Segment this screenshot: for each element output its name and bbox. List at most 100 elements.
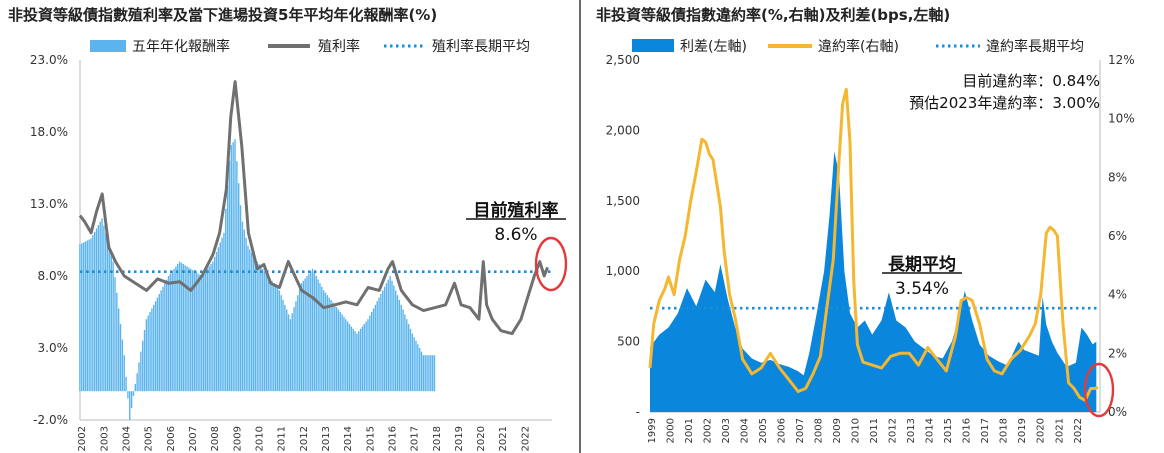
chart2-x-tick-label: 2003 (721, 418, 732, 443)
legend-label-yield: 殖利率 (318, 38, 360, 55)
return-bar (302, 280, 305, 392)
chart1-x-tick-label: 2011 (277, 426, 288, 451)
return-bar (274, 285, 277, 392)
chart1-x-tick-label: 2010 (254, 426, 265, 451)
chart1-x-tick-label: 2002 (77, 426, 88, 451)
chart2-x-tick-label: 2004 (739, 418, 750, 443)
return-bar (138, 362, 140, 392)
return-bar (278, 290, 281, 392)
chart2-y-ticks: 2,500 2,000 1,500 1,000 500 - 12% 10% 8% 6% 4% 2% 0% (606, 53, 1135, 419)
return-bar (249, 249, 251, 392)
default-rate-line (648, 87, 1099, 402)
chart1-y-tick-label: 8.0% (38, 269, 69, 283)
return-bar (103, 225, 105, 392)
return-bar (136, 373, 138, 392)
return-bar (79, 244, 81, 392)
chart2-left-tick-label: 2,500 (606, 53, 640, 67)
return-bar (350, 326, 353, 392)
chart2-x-tick-label: 2021 (1054, 418, 1065, 443)
return-bar (293, 307, 295, 392)
chart2-right-tick-label: 2% (1108, 346, 1127, 360)
return-bar (256, 261, 258, 392)
panel-divider (579, 0, 581, 453)
return-bar (431, 355, 434, 392)
chart1-y-tick-label: -2.0% (33, 413, 68, 427)
return-bar (99, 221, 101, 392)
chart2-right-tick-label: 10% (1108, 112, 1135, 126)
return-bar (286, 309, 288, 392)
return-bar (359, 328, 362, 392)
return-bar (311, 268, 314, 392)
chart2-x-tick-label: 2005 (758, 418, 769, 443)
chart1-x-tick-label: 2003 (99, 426, 110, 451)
chart1-x-tick-label: 2017 (410, 426, 421, 451)
return-bar (374, 304, 377, 392)
return-bar (385, 283, 388, 392)
return-bar (430, 355, 432, 392)
return-bar (354, 331, 356, 392)
return-bar (202, 273, 205, 392)
return-bar (127, 391, 129, 399)
return-bar (188, 267, 190, 392)
chart1-y-tick-label: 18.0% (30, 125, 68, 139)
return-bar (225, 208, 227, 392)
chart2-x-tick-label: 2014 (925, 418, 936, 443)
return-bar (226, 184, 229, 392)
chart2-left-tick-label: 2,000 (606, 123, 640, 137)
return-bar (182, 264, 185, 392)
return-bar (156, 297, 159, 392)
return-bar (234, 139, 236, 392)
chart2-x-tick-label: 2008 (814, 418, 825, 443)
chart1-x-tick-label: 2004 (122, 426, 133, 451)
return-bar (369, 315, 371, 392)
return-bar (284, 304, 286, 392)
return-bar (88, 239, 90, 392)
return-bar (394, 290, 397, 392)
chart2-x-tick-label: 2013 (906, 418, 917, 443)
return-bar (123, 355, 125, 392)
return-bar (217, 247, 220, 392)
legend-swatch-return (90, 40, 126, 52)
return-bar (324, 292, 327, 392)
return-bar (361, 326, 364, 392)
return-bar (265, 273, 268, 392)
current-default-note: 目前違約率：0.84% (962, 72, 1100, 90)
return-bar (298, 289, 301, 392)
return-bar (241, 221, 244, 392)
return-bar (141, 340, 144, 392)
chart2-default-line (648, 87, 1099, 402)
return-bar (398, 300, 401, 392)
return-bar (343, 316, 345, 392)
chart2-right-tick-label: 8% (1108, 170, 1127, 184)
chart2-x-tick-label: 2020 (1036, 418, 1047, 443)
current-yield-highlight-circle (534, 236, 568, 292)
return-bar (223, 232, 225, 392)
return-bar (169, 273, 172, 392)
return-bar (260, 266, 262, 392)
return-bar (247, 245, 249, 392)
return-bar (424, 355, 426, 392)
return-bar (400, 304, 402, 392)
return-bar (380, 294, 382, 392)
return-bar (145, 319, 148, 392)
return-bar (140, 351, 142, 392)
return-bar (195, 272, 197, 392)
return-bar (291, 313, 293, 392)
return-bar (420, 351, 423, 392)
return-bar (219, 242, 221, 392)
return-bar (337, 309, 340, 392)
current-yield-value: 8.6% (494, 225, 537, 245)
return-bar (415, 340, 417, 392)
return-bar (378, 297, 380, 392)
return-bar (208, 266, 210, 392)
return-bar (356, 333, 358, 392)
return-bar (254, 258, 257, 392)
return-bar (212, 261, 214, 392)
return-bar (389, 276, 391, 392)
return-bar (106, 240, 109, 392)
return-bar (86, 240, 88, 392)
return-bar (418, 348, 421, 392)
return-bar (210, 264, 212, 392)
return-bar (328, 297, 330, 392)
return-bar (151, 308, 153, 392)
